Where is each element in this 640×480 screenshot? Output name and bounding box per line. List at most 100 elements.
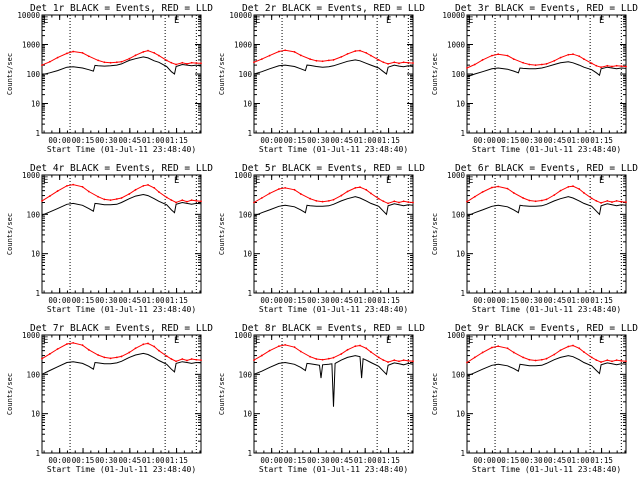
series-point-lld [393,359,396,362]
chart-panel-8: Det 8r BLACK = Events, RED = LLD 1 10 100 10… [218,323,425,474]
x-tick-label: 00:15 [284,136,307,145]
series-point-lld [553,59,556,62]
chart-panel-5: Det 5r BLACK = Events, RED = LLD 1 10 100 10… [218,163,425,314]
series-point-lld [134,347,137,350]
series-point-lld [387,62,389,65]
series-point-lld [522,197,525,199]
series-point-lld [147,184,149,186]
flag-marker: E [599,336,604,346]
series-point-lld [321,60,324,63]
series-point-lld [66,52,68,55]
series-point-lld [109,61,112,64]
series-line-events [253,196,414,217]
series-point-lld [387,361,389,363]
flag-marker: E [468,336,473,346]
series-point-lld [186,62,188,65]
y-tick-label: 100 [451,210,465,219]
series-point-lld [553,353,556,356]
series-point-lld [81,344,84,347]
series-point-lld [253,359,255,362]
series-line-lld [253,186,414,204]
x-tick-label: 00:45 [331,136,354,145]
plot-frame [41,334,202,454]
series-point-lld [48,60,51,63]
series-point-lld [186,200,188,203]
y-axis-label: Counts/sec [218,213,226,255]
x-tick-label: 01:00 [354,136,377,145]
y-axis-label: Counts/sec [6,373,14,415]
series-point-lld [377,59,380,61]
series-point-lld [625,201,627,203]
series-point-lld [315,199,318,202]
series-point-lld [299,54,302,57]
series-point-lld [48,195,51,198]
flag-marker: E [255,176,260,186]
x-tick-label: 00:45 [544,136,567,145]
series-point-lld [473,356,476,359]
series-point-lld [407,61,410,64]
series-line-lld [466,53,627,69]
series-point-lld [109,199,112,202]
chart-title: Det 6r BLACK = Events, RED = LLD [455,163,638,174]
series-point-lld [175,201,177,204]
series-point-lld [327,199,330,202]
x-tick-label: 01:15 [590,296,613,305]
series-point-lld [606,199,609,202]
series-point-lld [158,54,160,57]
series-point-lld [354,345,357,348]
y-axis-label: Counts/sec [431,53,439,95]
x-tick-label: 00:00 [260,136,283,145]
chart-panel-2: Det 2r BLACK = Events, RED = LLD 1 10 100 10… [218,3,425,154]
y-tick-label: 1000 [22,171,41,180]
series-point-lld [260,354,263,357]
series-point-lld [293,346,296,349]
x-tick-label: 00:15 [497,136,520,145]
y-tick-label: 1 [35,449,40,458]
series-line-events [253,59,414,75]
x-tick-label: 00:30 [520,456,543,465]
series-point-lld [147,49,149,52]
series-point-lld [595,359,598,362]
y-tick-label: 10 [31,250,41,259]
series-point-lld [268,54,271,57]
series-point-lld [491,186,493,189]
chart-panel-3: Det 3r BLACK = Events, RED = LLD 1 10 100 10… [431,3,638,154]
series-point-lld [200,359,202,362]
series-point-lld [528,199,531,202]
series-point-lld [103,356,106,359]
series-point-lld [128,193,131,195]
chart-title: Det 7r BLACK = Events, RED = LLD [30,323,213,334]
series-point-lld [402,200,405,203]
series-point-lld [407,359,410,362]
chart-title: Det 4r BLACK = Events, RED = LLD [30,163,213,174]
x-tick-label: 00:30 [95,136,118,145]
series-point-lld [534,359,537,362]
chart-panel-7: Det 7r BLACK = Events, RED = LLD 1 10 100 10… [6,323,213,474]
series-point-lld [600,202,602,204]
series-point-lld [81,51,84,54]
series-point-lld [359,186,361,189]
series-point-lld [72,183,75,186]
series-point-lld [66,343,68,345]
x-tick-label: 01:00 [567,136,590,145]
series-line-events [466,196,627,217]
series-point-lld [412,360,414,363]
y-tick-label: 100 [26,70,40,79]
series-point-lld [309,355,312,358]
y-tick-label: 1000 [22,41,41,50]
y-axis-label: Counts/sec [431,213,439,255]
series-point-lld [625,360,627,363]
y-tick-label: 1 [247,289,252,298]
series-point-lld [200,200,202,203]
series-point-lld [195,199,198,202]
y-axis-label: Counts/sec [6,213,14,255]
series-point-lld [321,200,324,203]
series-point-lld [583,58,585,60]
series-point-lld [190,61,193,64]
x-tick-label: 01:15 [165,296,188,305]
series-point-lld [200,62,202,65]
series-point-lld [109,357,112,360]
series-point-lld [321,358,324,361]
chart-title: Det 8r BLACK = Events, RED = LLD [242,323,425,334]
series-point-lld [370,54,372,57]
